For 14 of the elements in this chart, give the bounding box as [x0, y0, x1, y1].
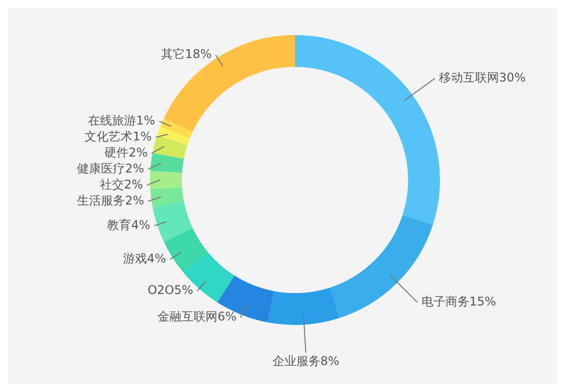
slice-label: 移动互联网30%	[438, 70, 526, 84]
slice-label: 在线旅游1%	[88, 113, 156, 128]
slice-label: 文化艺术1%	[84, 129, 152, 144]
slice-label: O2O5%	[148, 283, 194, 298]
slice-label: 教育4%	[107, 218, 150, 232]
slice-label: 金融互联网6%	[157, 310, 237, 324]
slice-label: 社交2%	[100, 177, 143, 192]
slice-label: 游戏4%	[122, 251, 166, 266]
slice-label: 电子商务15%	[421, 294, 496, 308]
slice-label: 企业服务8%	[272, 354, 340, 368]
slice-label: 其它18%	[161, 47, 212, 62]
slice-label: 硬件2%	[104, 145, 148, 160]
slice-label: 健康医疗2%	[77, 161, 144, 176]
slice-label: 生活服务2%	[77, 193, 144, 208]
